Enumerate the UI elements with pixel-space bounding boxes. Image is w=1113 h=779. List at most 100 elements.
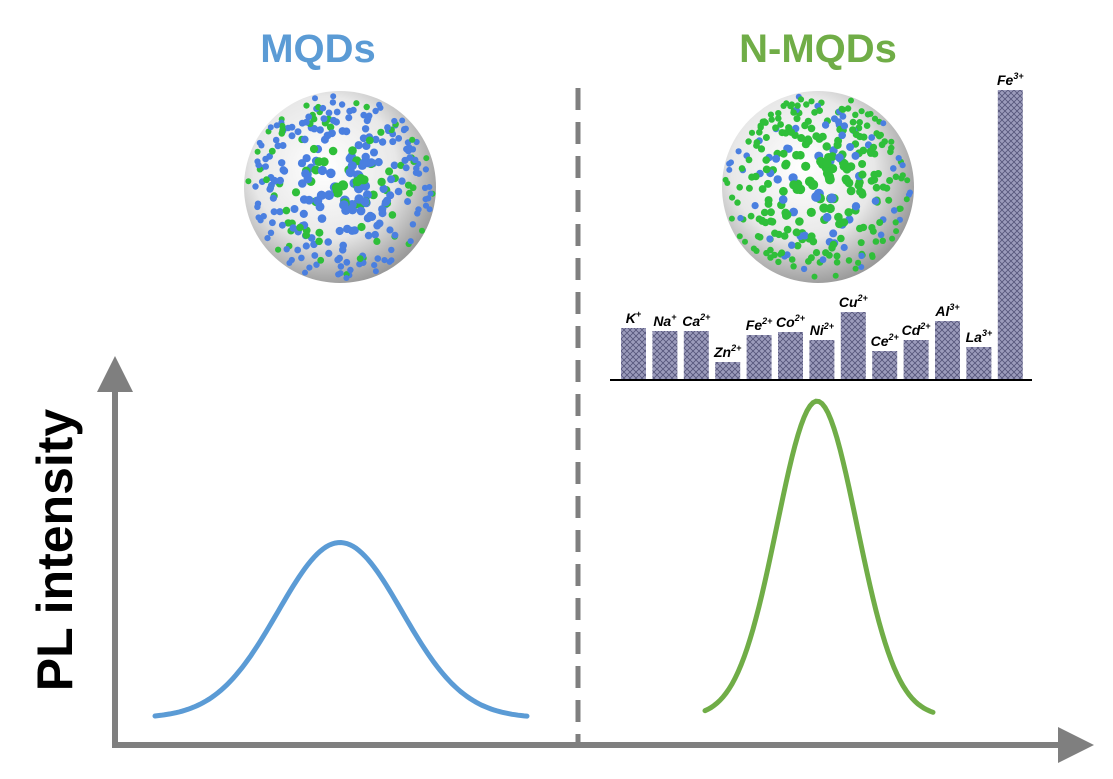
quantum-dot — [804, 176, 815, 187]
quantum-dot — [844, 105, 852, 112]
quantum-dot — [395, 135, 403, 142]
quantum-dot — [296, 223, 304, 232]
quantum-dot — [899, 172, 906, 179]
quantum-dot — [263, 176, 270, 184]
quantum-dot — [779, 149, 788, 158]
quantum-dot — [279, 142, 287, 149]
quantum-dot — [788, 256, 796, 263]
quantum-dot — [422, 166, 429, 173]
quantum-dot — [346, 107, 354, 115]
quantum-dot — [762, 134, 770, 141]
quantum-dot — [298, 254, 305, 262]
quantum-dot — [829, 229, 838, 238]
quantum-dot — [312, 95, 318, 102]
quantum-dot — [273, 122, 280, 129]
quantum-dot — [267, 229, 275, 236]
quantum-dot — [831, 115, 838, 123]
quantum-dot — [381, 257, 388, 264]
quantum-dot — [778, 195, 788, 204]
ion-label: La3+ — [966, 328, 993, 345]
quantum-dot — [317, 165, 327, 176]
quantum-dot — [726, 166, 733, 173]
quantum-dot — [772, 154, 781, 163]
bar-2 — [683, 331, 709, 379]
quantum-dot — [270, 208, 278, 216]
quantum-dot — [419, 227, 425, 234]
quantum-dot — [317, 256, 325, 264]
quantum-dot — [857, 239, 865, 247]
bar-7 — [840, 312, 866, 379]
quantum-dot — [753, 139, 761, 146]
quantum-dot — [328, 146, 338, 156]
quantum-dot — [737, 214, 744, 222]
quantum-dot — [729, 194, 736, 201]
quantum-dot — [302, 269, 308, 276]
quantum-dot — [863, 122, 871, 129]
quantum-dot — [767, 254, 774, 261]
quantum-dot — [775, 110, 782, 117]
quantum-dot — [801, 121, 809, 130]
quantum-dot — [389, 138, 397, 146]
quantum-dot — [888, 144, 895, 152]
quantum-dot — [306, 264, 313, 271]
quantum-dot — [773, 175, 782, 184]
quantum-dot — [425, 195, 432, 202]
quantum-dot — [790, 109, 797, 116]
quantum-dot — [869, 252, 876, 259]
quantum-dot — [406, 154, 414, 162]
quantum-dot — [328, 129, 336, 138]
quantum-dot — [864, 111, 872, 118]
quantum-dot — [283, 246, 290, 253]
quantum-dot — [838, 131, 846, 140]
quantum-dot — [415, 206, 422, 213]
quantum-dot — [849, 118, 857, 126]
quantum-dot — [897, 205, 904, 212]
ion-label: Al3+ — [934, 302, 960, 319]
quantum-dot — [268, 147, 276, 155]
quantum-dot — [320, 135, 329, 144]
mqd-sphere — [244, 91, 436, 283]
quantum-dot — [877, 231, 885, 239]
quantum-dot — [409, 221, 417, 228]
quantum-dot — [775, 230, 783, 239]
quantum-dot — [276, 208, 284, 216]
quantum-dot — [394, 187, 403, 196]
quantum-dot — [795, 217, 804, 226]
quantum-dot — [254, 148, 261, 155]
quantum-dot — [760, 208, 769, 217]
quantum-dot — [755, 215, 763, 223]
quantum-dot — [360, 197, 370, 207]
quantum-dot — [377, 177, 386, 187]
quantum-dot — [846, 186, 856, 196]
quantum-dot — [819, 256, 827, 264]
quantum-dot — [267, 124, 274, 131]
bar-8 — [872, 351, 898, 379]
ion-label: Ca2+ — [682, 312, 711, 329]
quantum-dot — [266, 153, 273, 160]
quantum-dot — [356, 255, 364, 262]
quantum-dot — [872, 238, 880, 245]
ion-label: Zn2+ — [713, 343, 742, 360]
quantum-dot — [858, 108, 865, 115]
quantum-dot — [783, 210, 792, 220]
quantum-dot — [772, 124, 779, 132]
ion-label: Fe2+ — [746, 316, 773, 333]
quantum-dot — [326, 123, 335, 131]
quantum-dot — [807, 232, 816, 241]
quantum-dot — [303, 174, 313, 184]
quantum-dot — [398, 177, 406, 185]
quantum-dot — [427, 190, 434, 197]
quantum-dot — [272, 136, 280, 144]
quantum-dot — [736, 184, 743, 191]
quantum-dot — [411, 156, 419, 164]
quantum-dot — [384, 124, 391, 131]
quantum-dot — [274, 142, 282, 150]
quantum-dot — [893, 228, 900, 235]
quantum-dot — [748, 173, 756, 181]
quantum-dot — [256, 139, 263, 146]
quantum-dot — [339, 241, 348, 250]
bar-11 — [966, 347, 992, 379]
quantum-dot — [821, 121, 830, 129]
quantum-dot — [854, 181, 863, 190]
